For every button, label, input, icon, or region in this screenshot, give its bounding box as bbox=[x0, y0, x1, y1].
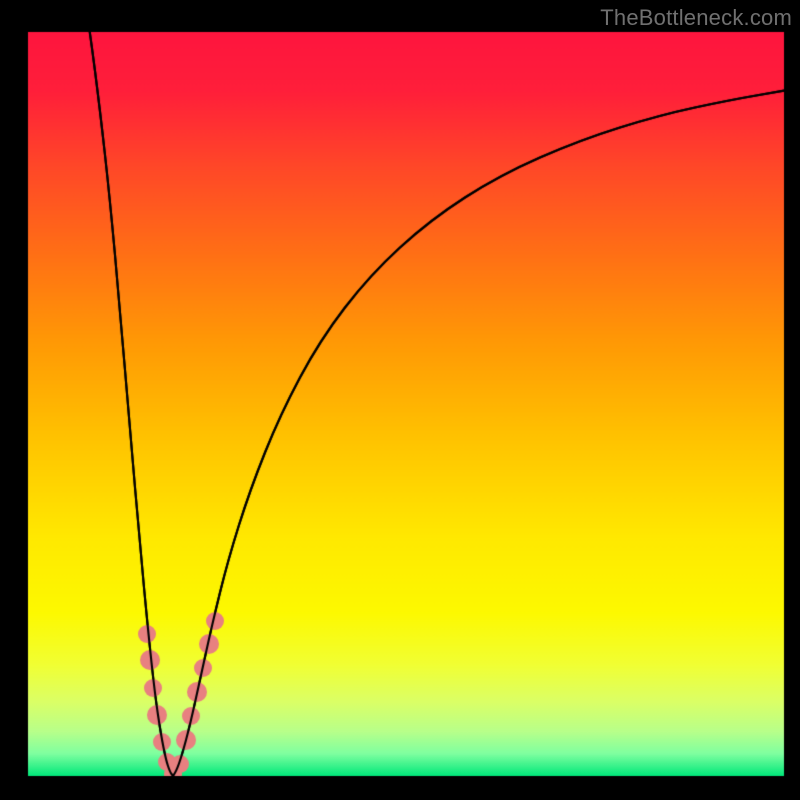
bottleneck-plot-canvas bbox=[0, 0, 800, 800]
chart-container: TheBottleneck.com bbox=[0, 0, 800, 800]
